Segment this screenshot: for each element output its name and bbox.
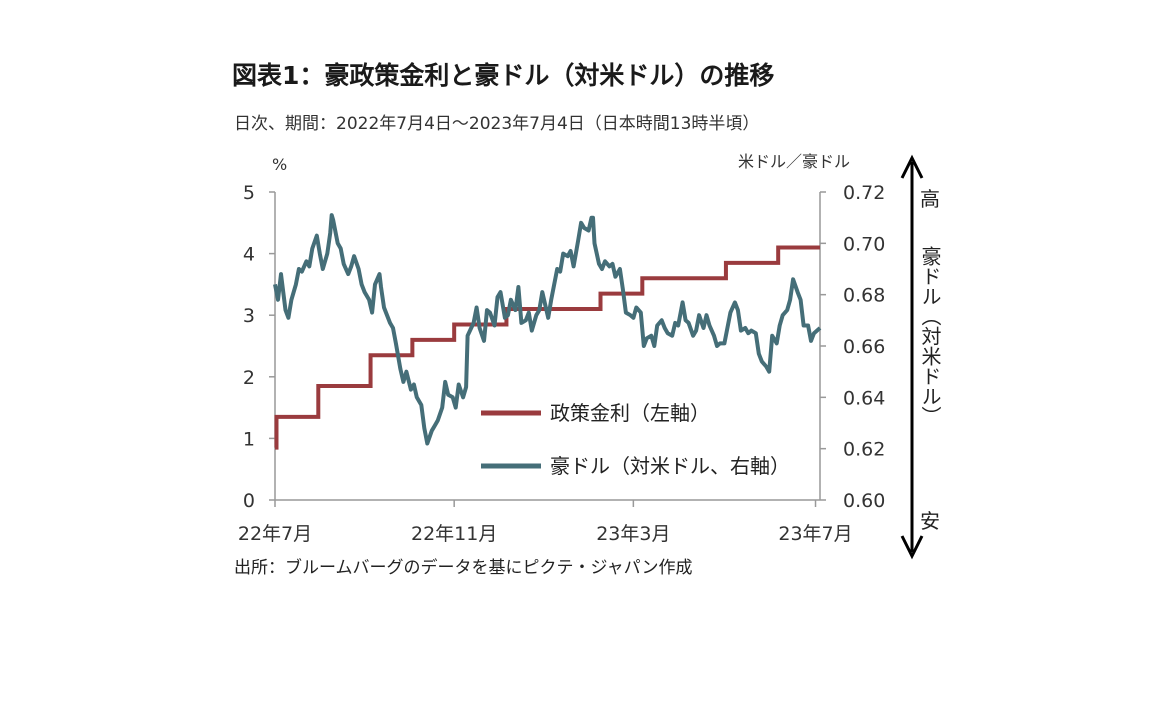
y-right-tick-label: 0.60 (843, 490, 885, 512)
y-right-tick-label: 0.64 (843, 387, 885, 409)
y-left-tick-label: 2 (243, 367, 255, 389)
chart-axes: 0 1 2 3 4 5 0.60 0.62 0.64 0.66 0.68 0.70 0.72 22年7月 2… (238, 182, 885, 545)
series-aud-line (273, 213, 822, 446)
y-right-unit-label: 米ドル／豪ドル (738, 152, 850, 171)
arrow-down-icon (900, 535, 924, 560)
annotation-aud-vertical: 豪ドル（対米ドル） (918, 246, 942, 426)
x-tick-label: 22年11月 (411, 523, 497, 545)
x-tick-label: 22年7月 (238, 523, 312, 545)
series-policy-rate-line (274, 245, 820, 450)
x-tick-label: 23年3月 (596, 523, 670, 545)
y-left-tick-label: 3 (243, 305, 255, 327)
annotation-low: 安 (920, 509, 940, 533)
y-right-tick-label: 0.68 (843, 285, 885, 307)
legend-label-policy-rate: 政策金利（左軸） (550, 401, 710, 425)
chart-legend: 政策金利（左軸） 豪ドル（対米ドル、右軸） (481, 401, 790, 478)
x-tick-label: 23年7月 (778, 523, 852, 545)
annotation-high: 高 (920, 187, 940, 211)
chart-subtitle: 日次、期間：2022年7月4日～2023年7月4日（日本時間13時半頃） (234, 114, 759, 134)
legend-label-aud: 豪ドル（対米ドル、右軸） (550, 454, 790, 478)
chart-title: 図表1：豪政策金利と豪ドル（対米ドル）の推移 (232, 61, 774, 90)
y-right-tick-label: 0.72 (843, 182, 885, 204)
series-layer (273, 213, 822, 450)
y-right-tick-label: 0.70 (843, 233, 885, 255)
source-note: 出所：ブルームバーグのデータを基にピクテ・ジャパン作成 (234, 557, 693, 578)
y-right-tick-label: 0.62 (843, 439, 885, 461)
y-left-unit-label: % (272, 155, 287, 174)
y-left-tick-label: 4 (243, 244, 255, 266)
arrow-up-icon (900, 154, 924, 179)
right-annotation: 高 豪ドル（対米ドル） 安 (900, 154, 942, 560)
y-left-tick-label: 0 (243, 490, 255, 512)
y-right-tick-label: 0.66 (843, 336, 885, 358)
y-left-tick-label: 5 (243, 182, 255, 204)
y-left-tick-label: 1 (243, 428, 255, 450)
